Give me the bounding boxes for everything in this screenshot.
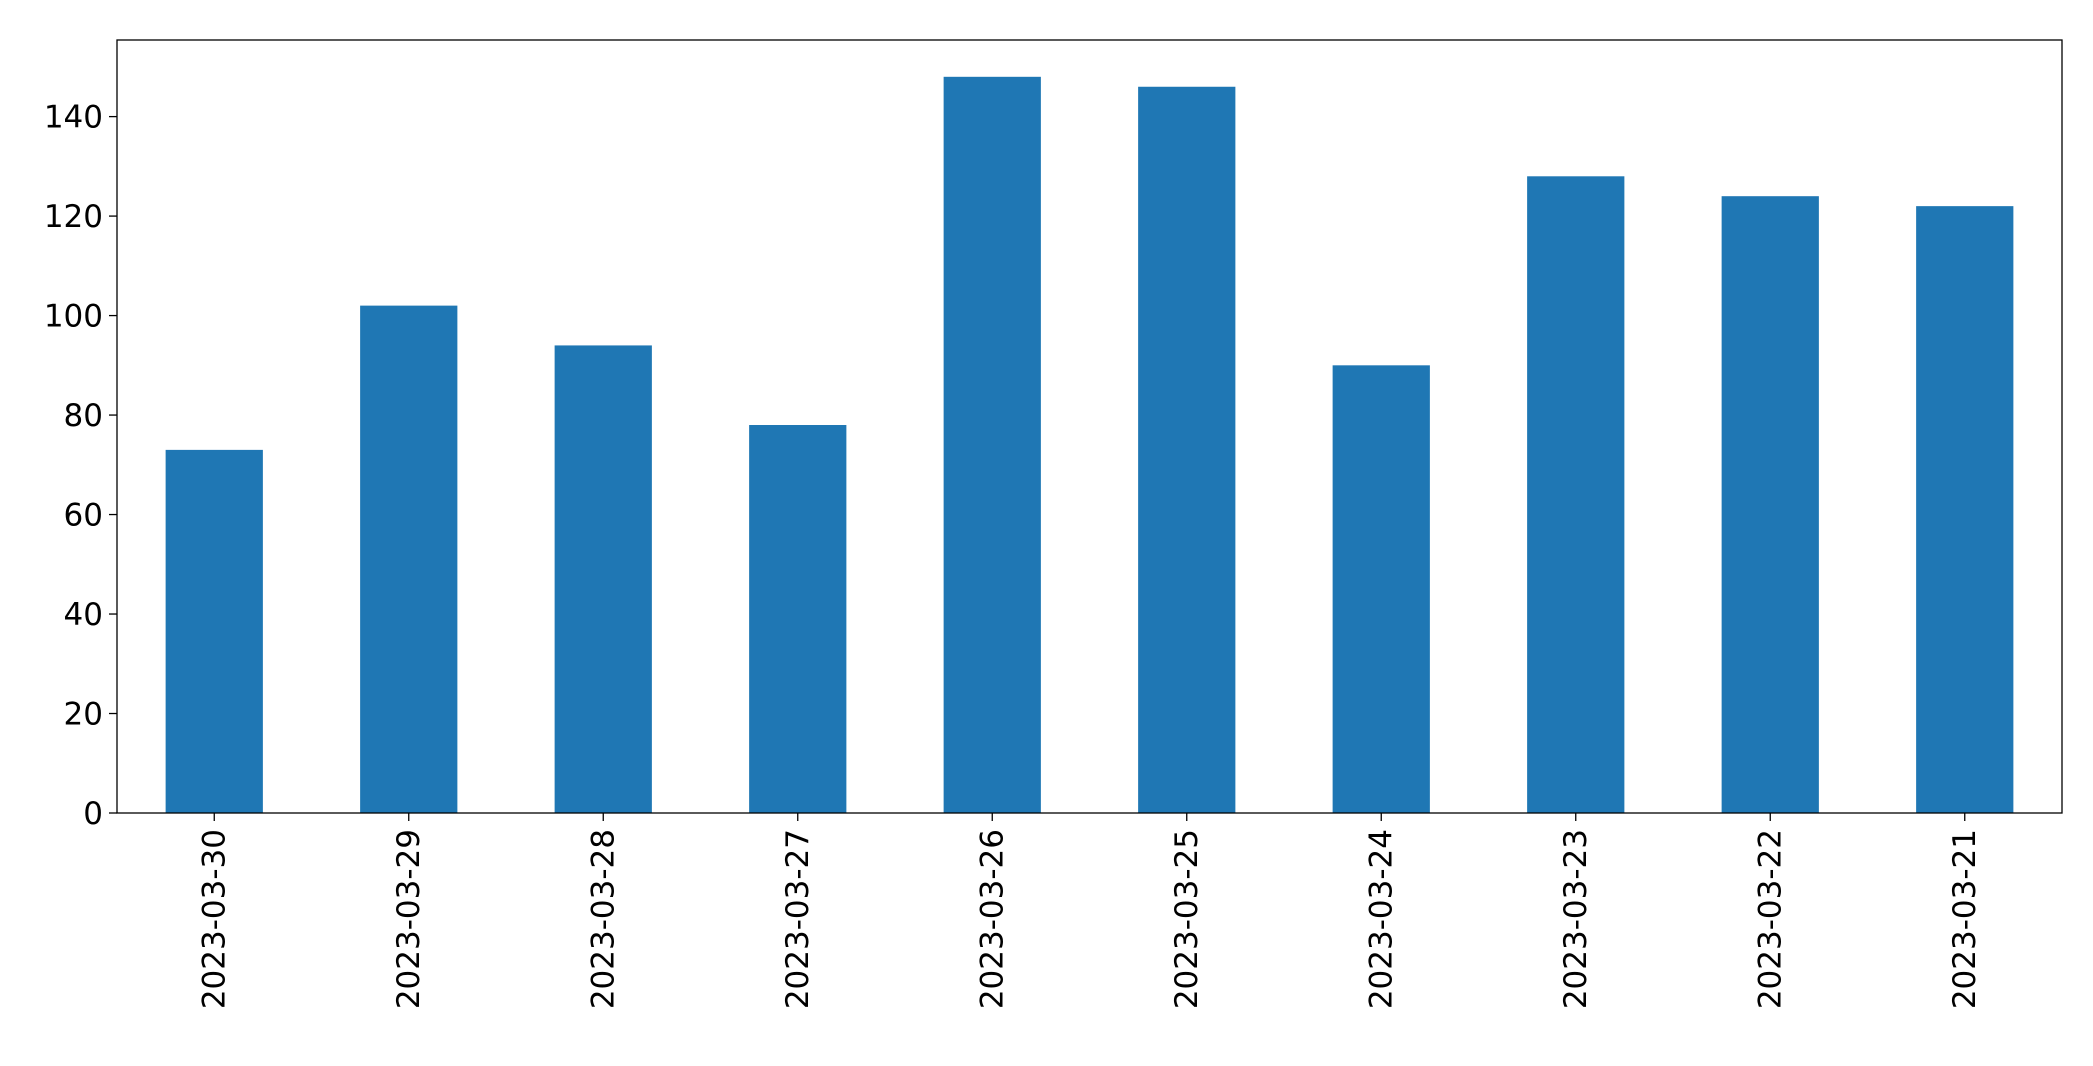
- y-tick-label: 120: [44, 199, 103, 235]
- x-tick-label: 2023-03-22: [1752, 829, 1788, 1009]
- bar-2023-03-22: [1721, 196, 1819, 813]
- y-tick-label: 40: [64, 597, 103, 633]
- bar-2023-03-21: [1916, 206, 2014, 814]
- y-tick-label: 100: [44, 299, 103, 335]
- plot-area-frame: [116, 39, 2063, 814]
- x-tick-label: 2023-03-26: [974, 829, 1010, 1009]
- y-tick-label: 80: [64, 398, 103, 434]
- x-tick-label: 2023-03-30: [196, 829, 232, 1009]
- x-tick-label: 2023-03-25: [1169, 829, 1205, 1009]
- bars-layer: [165, 76, 2014, 814]
- x-tick-label: 2023-03-24: [1363, 829, 1399, 1009]
- y-axis: 0 20 40 60 80 100 120 140: [44, 100, 117, 832]
- x-tick-label: 2023-03-29: [391, 829, 427, 1009]
- bar-2023-03-23: [1527, 176, 1625, 813]
- bar-2023-03-29: [360, 305, 458, 813]
- bar-2023-03-28: [554, 345, 652, 813]
- bar-2023-03-26: [943, 76, 1041, 814]
- y-tick-label: 140: [44, 100, 103, 136]
- x-tick-label: 2023-03-23: [1558, 829, 1594, 1009]
- x-axis: 2023-03-30 2023-03-29 2023-03-28 2023-03-27…: [196, 813, 1983, 1009]
- bar-2023-03-25: [1138, 86, 1236, 813]
- y-tick-label: 60: [64, 498, 103, 534]
- bar-2023-03-30: [165, 449, 263, 813]
- x-tick-label: 2023-03-27: [780, 829, 816, 1009]
- x-tick-label: 2023-03-28: [585, 829, 621, 1009]
- y-tick-label: 20: [64, 697, 103, 733]
- bar-2023-03-24: [1332, 365, 1430, 813]
- bar-2023-03-27: [749, 425, 847, 813]
- y-tick-label: 0: [83, 796, 103, 832]
- x-tick-label: 2023-03-21: [1947, 829, 1983, 1009]
